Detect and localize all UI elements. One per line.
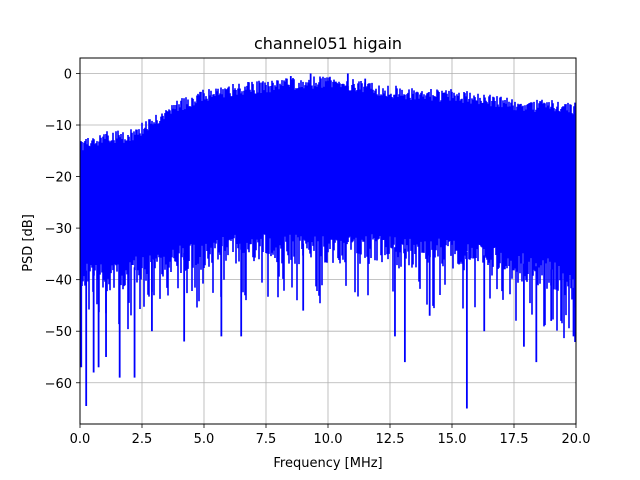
y-tick-label: −60 (45, 377, 72, 392)
x-tick-label: 7.5 (256, 432, 277, 447)
x-tick-label: 5.0 (194, 432, 215, 447)
x-ticks: 0.0 2.5 5.0 7.5 10.0 12.5 15.0 17.5 20.0 (70, 424, 591, 447)
y-ticks: 0 −10 −20 −30 −40 −50 −60 (45, 67, 80, 392)
y-tick-label: −50 (45, 325, 72, 340)
x-tick-label: 15.0 (438, 432, 467, 447)
y-tick-label: −30 (45, 222, 72, 237)
x-axis-label: Frequency [MHz] (273, 456, 382, 471)
y-tick-label: −40 (45, 274, 72, 289)
psd-trace (80, 76, 576, 342)
x-tick-label: 0.0 (70, 432, 91, 447)
y-axis-label: PSD [dB] (21, 214, 36, 272)
y-tick-label: −20 (45, 171, 72, 186)
data-layer (80, 73, 576, 409)
x-tick-label: 2.5 (132, 432, 153, 447)
y-tick-label: 0 (64, 67, 72, 82)
x-tick-label: 20.0 (562, 432, 591, 447)
x-tick-label: 12.5 (376, 432, 405, 447)
y-tick-label: −10 (45, 119, 72, 134)
chart-title: channel051 higain (254, 34, 402, 53)
x-tick-label: 10.0 (314, 432, 343, 447)
x-tick-label: 17.5 (500, 432, 529, 447)
